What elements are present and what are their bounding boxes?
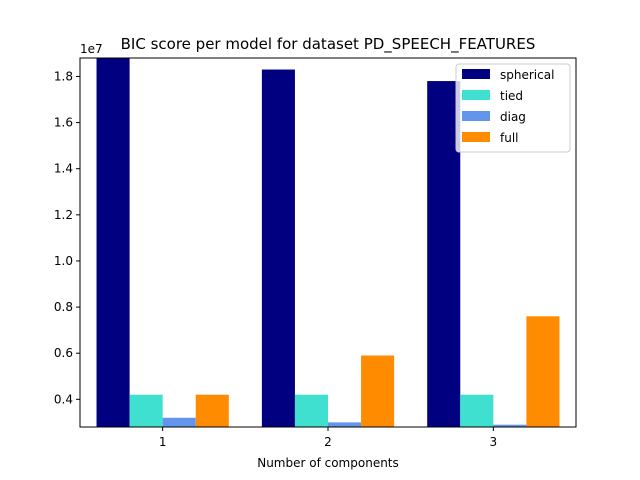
y-tick-label: 0.8 (54, 300, 73, 314)
legend: spherical tied diag full (455, 63, 571, 153)
legend-swatch-tied (462, 90, 490, 100)
legend-swatch-diag (462, 111, 490, 121)
y-tick-label: 0.6 (54, 346, 73, 360)
y-offset-label: 1e7 (80, 42, 103, 56)
bar-full-3 (526, 316, 560, 427)
bar-tied-2 (294, 394, 328, 427)
legend-label-full: full (500, 131, 519, 145)
legend-label-diag: diag (500, 110, 526, 124)
legend-label-spherical: spherical (500, 68, 554, 82)
y-tick-label: 1.0 (54, 254, 73, 268)
y-axis-ticks: 0.4 0.6 0.8 1.0 1.2 1.4 1.6 1.8 (54, 69, 80, 406)
y-tick-label: 1.2 (54, 208, 73, 222)
bar-spherical-1 (96, 58, 130, 427)
bar-full-2 (361, 355, 395, 427)
x-tick-label: 3 (490, 435, 498, 449)
bar-full-1 (195, 394, 229, 427)
x-tick-label: 2 (324, 435, 332, 449)
bar-tied-1 (129, 394, 163, 427)
y-tick-label: 0.4 (54, 392, 73, 406)
bar-diag-2 (328, 422, 362, 427)
y-tick-label: 1.4 (54, 162, 73, 176)
bar-spherical-3 (427, 81, 461, 427)
bar-spherical-2 (261, 69, 295, 427)
bar-tied-3 (460, 394, 494, 427)
legend-label-tied: tied (500, 89, 523, 103)
legend-swatch-full (462, 132, 490, 142)
y-tick-label: 1.8 (54, 69, 73, 83)
bar-diag-3 (493, 424, 527, 427)
x-tick-label: 1 (159, 435, 167, 449)
plot-frame (79, 57, 577, 428)
x-axis-ticks: 1 2 3 (159, 427, 497, 449)
bars-group (96, 58, 560, 427)
chart-title: BIC score per model for dataset PD_SPEEC… (121, 35, 536, 54)
x-axis-label: Number of components (257, 456, 399, 470)
legend-swatch-spherical (462, 69, 490, 79)
legend-box (455, 63, 571, 153)
bar-diag-1 (162, 417, 196, 427)
y-tick-label: 1.6 (54, 116, 73, 130)
